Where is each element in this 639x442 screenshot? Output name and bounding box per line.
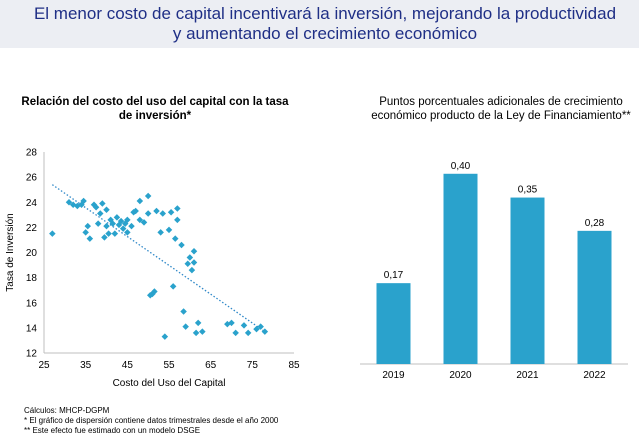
scatter-point	[124, 216, 131, 224]
scatter-x-tick-label: 25	[38, 360, 50, 371]
scatter-point	[124, 229, 131, 236]
scatter-x-tick-label: 35	[80, 360, 92, 371]
scatter-point	[153, 207, 160, 215]
scatter-y-tick-label: 16	[26, 298, 38, 309]
footnote-model: ** Este efecto fue estimado con un model…	[24, 426, 201, 435]
scatter-point	[49, 230, 56, 237]
scatter-point	[65, 198, 73, 206]
footnote-scatter: * El gráfico de dispersión contiene dato…	[24, 416, 279, 425]
scatter-point	[171, 235, 179, 242]
scatter-point	[119, 225, 127, 232]
bar-category-label: 2020	[449, 370, 472, 381]
scatter-point	[174, 216, 181, 224]
scatter-point	[109, 220, 117, 227]
page-title: El menor costo de capital incentivará la…	[33, 4, 617, 43]
scatter-trendline	[51, 184, 266, 333]
scatter-point	[128, 222, 135, 230]
scatter-point	[144, 192, 152, 200]
bar-chart-title: Puntos porcentuales adicionales de creci…	[371, 96, 631, 122]
scatter-y-tick-label: 28	[26, 148, 38, 159]
scatter-point	[99, 200, 106, 207]
scatter-point	[194, 319, 202, 327]
scatter-point	[113, 214, 121, 221]
scatter-point	[232, 329, 239, 337]
scatter-point	[184, 260, 192, 268]
scatter-y-tick-label: 20	[26, 248, 38, 259]
scatter-y-tick-label: 14	[26, 323, 38, 334]
scatter-point	[117, 217, 125, 225]
scatter-point	[101, 234, 108, 241]
scatter-point	[84, 222, 92, 230]
bar-data-label: 0,17	[384, 270, 404, 281]
scatter-point	[151, 288, 158, 295]
scatter-point	[161, 333, 169, 340]
scatter-y-axis-label: Tasa de Inversión	[5, 213, 16, 291]
scatter-x-tick-label: 45	[122, 360, 134, 371]
scatter-point	[178, 241, 185, 249]
scatter-point	[190, 259, 198, 266]
footnotes: Cálculos: MHCP-DGPM * El gráfico de disp…	[24, 406, 278, 436]
scatter-point	[228, 319, 235, 327]
scatter-x-tick-label: 85	[288, 360, 300, 371]
scatter-point	[136, 197, 144, 205]
scatter-y-tick-label: 26	[26, 173, 38, 184]
bar-data-label: 0,28	[585, 218, 605, 229]
bar-2021	[510, 197, 545, 364]
scatter-x-tick-label: 75	[247, 360, 259, 371]
scatter-y-tick-label: 22	[26, 223, 38, 234]
bar-data-label: 0,35	[518, 185, 538, 196]
scatter-x-axis-label: Costo del Uso del Capital	[113, 378, 226, 389]
scatter-x-tick-label: 65	[205, 360, 217, 371]
footnote-source: Cálculos: MHCP-DGPM	[24, 406, 110, 415]
scatter-point	[132, 207, 139, 215]
scatter-point	[192, 329, 200, 337]
scatter-chart-title: Relación del costo del uso del capital c…	[21, 96, 289, 122]
bar-2019	[376, 283, 411, 364]
scatter-point	[86, 235, 94, 242]
scatter-point	[169, 283, 177, 290]
scatter-y-tick-label: 12	[26, 349, 38, 360]
bar-category-label: 2022	[583, 370, 606, 381]
scatter-point	[190, 247, 198, 255]
scatter-point	[167, 209, 175, 216]
scatter-point	[94, 220, 102, 227]
scatter-point	[103, 206, 110, 214]
scatter-point	[253, 325, 260, 333]
scatter-point	[157, 229, 164, 236]
scatter-y-tick-label: 24	[26, 198, 38, 209]
header-banner: El menor costo de capital incentivará la…	[0, 0, 639, 48]
scatter-point	[174, 205, 181, 212]
scatter-point	[82, 229, 89, 236]
scatter-point	[199, 328, 206, 335]
scatter-point	[261, 328, 269, 335]
scatter-point	[244, 329, 252, 337]
scatter-x-tick-label: 55	[163, 360, 175, 371]
scatter-y-tick-label: 18	[26, 273, 38, 284]
scatter-point	[240, 322, 248, 329]
scatter-point	[144, 210, 152, 217]
scatter-point	[165, 226, 173, 234]
scatter-point	[180, 308, 187, 315]
scatter-point	[105, 230, 112, 237]
scatter-point	[111, 230, 119, 237]
scatter-point	[159, 210, 167, 217]
scatter-point	[140, 219, 148, 226]
scatter-point	[188, 266, 196, 274]
bar-2020	[443, 173, 478, 364]
scatter-point	[186, 254, 194, 261]
bar-category-label: 2021	[516, 370, 539, 381]
scatter-point	[103, 222, 110, 230]
bar-category-label: 2019	[382, 370, 405, 381]
bar-2022	[577, 230, 612, 364]
bar-data-label: 0,40	[451, 161, 471, 172]
scatter-point	[257, 323, 264, 330]
scatter-point	[96, 210, 104, 217]
scatter-point	[182, 323, 189, 330]
scatter-point	[136, 216, 144, 224]
